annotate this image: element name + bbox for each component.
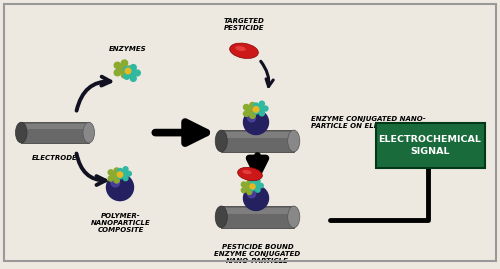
Circle shape bbox=[260, 101, 264, 106]
Circle shape bbox=[256, 105, 264, 112]
Circle shape bbox=[108, 170, 114, 175]
Text: ELECTRODE: ELECTRODE bbox=[32, 155, 78, 161]
Text: ENZYME CONJUGATED NANO-
PARTICLE ON ELECTRODE: ENZYME CONJUGATED NANO- PARTICLE ON ELEC… bbox=[311, 116, 426, 129]
Circle shape bbox=[242, 188, 246, 193]
Circle shape bbox=[263, 106, 268, 111]
Circle shape bbox=[114, 62, 120, 68]
Ellipse shape bbox=[215, 130, 228, 152]
Circle shape bbox=[124, 73, 130, 79]
Circle shape bbox=[122, 60, 128, 66]
Circle shape bbox=[123, 167, 128, 172]
Circle shape bbox=[250, 181, 255, 185]
Circle shape bbox=[256, 188, 260, 192]
Bar bbox=[222, 130, 294, 152]
FancyBboxPatch shape bbox=[376, 123, 484, 168]
Ellipse shape bbox=[215, 206, 228, 228]
Circle shape bbox=[254, 109, 258, 114]
Circle shape bbox=[250, 102, 256, 108]
Circle shape bbox=[247, 189, 252, 194]
Ellipse shape bbox=[288, 130, 300, 152]
Text: POLYMER-
NANOPARTICLE
COMPOSITE: POLYMER- NANOPARTICLE COMPOSITE bbox=[91, 213, 151, 233]
Bar bbox=[222, 132, 294, 138]
Circle shape bbox=[124, 67, 130, 72]
Ellipse shape bbox=[16, 122, 27, 143]
Circle shape bbox=[250, 113, 256, 118]
FancyArrowPatch shape bbox=[76, 77, 110, 111]
Circle shape bbox=[250, 184, 255, 189]
Circle shape bbox=[125, 68, 131, 74]
Circle shape bbox=[118, 172, 122, 177]
Bar bbox=[22, 122, 89, 143]
Text: PESTICIDE BOUND
ENZYME CONJUGATED
NANO-PARTICLE: PESTICIDE BOUND ENZYME CONJUGATED NANO-P… bbox=[214, 245, 300, 264]
Circle shape bbox=[247, 180, 252, 185]
Circle shape bbox=[114, 70, 120, 76]
Circle shape bbox=[244, 110, 268, 134]
Circle shape bbox=[244, 111, 249, 116]
Circle shape bbox=[244, 186, 268, 210]
Ellipse shape bbox=[288, 206, 300, 228]
Circle shape bbox=[254, 103, 258, 108]
FancyArrowPatch shape bbox=[261, 61, 273, 87]
Circle shape bbox=[111, 178, 120, 187]
Circle shape bbox=[244, 104, 249, 110]
Circle shape bbox=[260, 111, 264, 116]
Text: TARGETED
PESTICIDE: TARGETED PESTICIDE bbox=[224, 17, 264, 31]
Circle shape bbox=[122, 72, 128, 78]
Circle shape bbox=[134, 70, 140, 76]
Bar bbox=[222, 208, 294, 214]
Text: ENZYMES: ENZYMES bbox=[108, 46, 146, 52]
Circle shape bbox=[120, 170, 128, 177]
Bar bbox=[22, 124, 89, 129]
Circle shape bbox=[118, 65, 127, 73]
Circle shape bbox=[250, 186, 255, 190]
Circle shape bbox=[247, 107, 255, 114]
Circle shape bbox=[126, 66, 132, 72]
Bar bbox=[222, 206, 294, 228]
Circle shape bbox=[118, 174, 122, 179]
Circle shape bbox=[111, 172, 119, 179]
Ellipse shape bbox=[235, 46, 246, 51]
FancyArrowPatch shape bbox=[76, 154, 106, 185]
Circle shape bbox=[108, 176, 114, 181]
FancyArrowPatch shape bbox=[249, 155, 266, 175]
Circle shape bbox=[250, 185, 256, 190]
Circle shape bbox=[253, 182, 260, 189]
Circle shape bbox=[242, 182, 246, 187]
Circle shape bbox=[244, 184, 252, 191]
Circle shape bbox=[123, 176, 128, 181]
Circle shape bbox=[248, 190, 256, 198]
Ellipse shape bbox=[238, 167, 262, 181]
FancyArrowPatch shape bbox=[156, 122, 206, 143]
Ellipse shape bbox=[83, 122, 94, 143]
Circle shape bbox=[126, 171, 132, 176]
Ellipse shape bbox=[230, 43, 258, 58]
Circle shape bbox=[114, 168, 119, 173]
Circle shape bbox=[254, 108, 259, 113]
Circle shape bbox=[253, 107, 259, 112]
Circle shape bbox=[106, 174, 134, 201]
Circle shape bbox=[130, 65, 136, 70]
Circle shape bbox=[118, 173, 123, 178]
Circle shape bbox=[248, 114, 256, 122]
Circle shape bbox=[258, 183, 263, 188]
Circle shape bbox=[130, 76, 136, 81]
Circle shape bbox=[128, 69, 136, 77]
Ellipse shape bbox=[242, 170, 252, 174]
Circle shape bbox=[118, 168, 122, 173]
Circle shape bbox=[256, 179, 260, 183]
Circle shape bbox=[114, 178, 119, 183]
Text: ELECTROCHEMICAL
SIGNAL: ELECTROCHEMICAL SIGNAL bbox=[378, 135, 482, 156]
